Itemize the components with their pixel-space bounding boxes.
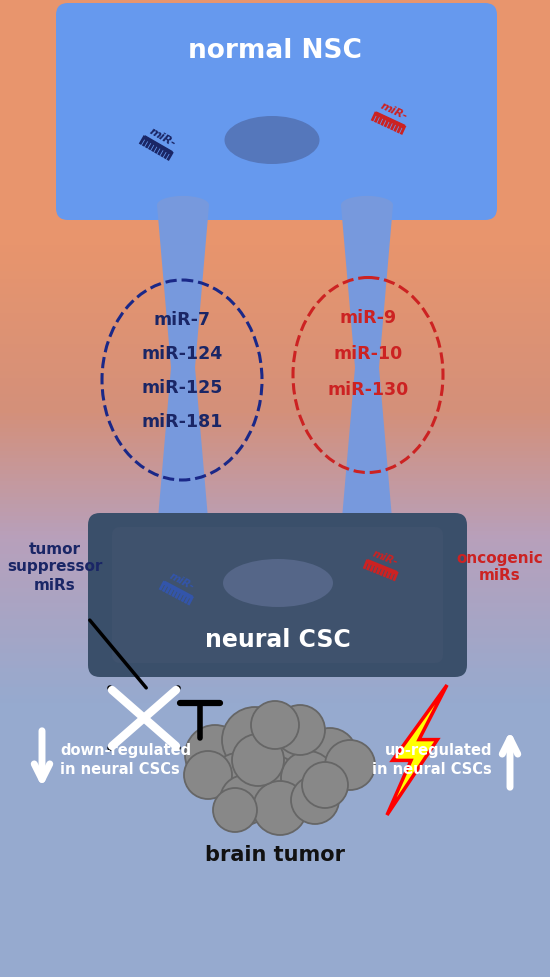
Circle shape xyxy=(220,775,270,825)
Ellipse shape xyxy=(355,361,379,373)
Ellipse shape xyxy=(224,116,320,164)
Text: miR-: miR- xyxy=(147,126,178,149)
Circle shape xyxy=(242,755,302,815)
Text: tumor
suppressor
miRs: tumor suppressor miRs xyxy=(7,541,103,592)
Circle shape xyxy=(232,734,284,786)
Ellipse shape xyxy=(157,521,209,539)
Text: miR-124: miR-124 xyxy=(141,345,223,363)
Text: up-regulated
in neural CSCs: up-regulated in neural CSCs xyxy=(372,743,492,777)
Text: miR-: miR- xyxy=(168,572,196,593)
Circle shape xyxy=(213,788,257,832)
Circle shape xyxy=(222,707,288,773)
Text: brain tumor: brain tumor xyxy=(205,845,345,865)
Ellipse shape xyxy=(223,559,333,607)
Text: miR-9: miR-9 xyxy=(339,309,397,327)
Ellipse shape xyxy=(171,361,195,373)
Circle shape xyxy=(211,753,265,807)
Text: miR-: miR- xyxy=(371,549,399,569)
Polygon shape xyxy=(341,367,393,530)
Polygon shape xyxy=(157,367,209,530)
Circle shape xyxy=(265,718,325,778)
Polygon shape xyxy=(387,685,447,815)
FancyBboxPatch shape xyxy=(112,527,443,663)
Text: oncogenic
miRs: oncogenic miRs xyxy=(456,550,543,583)
Circle shape xyxy=(275,705,325,755)
Text: neural CSC: neural CSC xyxy=(205,628,351,652)
Circle shape xyxy=(325,740,375,790)
Circle shape xyxy=(253,781,307,835)
Circle shape xyxy=(302,762,348,808)
Ellipse shape xyxy=(341,521,393,539)
Text: miR-10: miR-10 xyxy=(333,345,403,363)
Circle shape xyxy=(291,776,339,824)
Text: miR-130: miR-130 xyxy=(327,381,409,399)
Text: miR-181: miR-181 xyxy=(141,413,223,431)
Text: miR-7: miR-7 xyxy=(153,311,211,329)
Circle shape xyxy=(251,701,299,749)
FancyBboxPatch shape xyxy=(88,513,467,677)
Circle shape xyxy=(185,725,245,785)
Polygon shape xyxy=(341,205,393,367)
Ellipse shape xyxy=(341,196,393,214)
Text: miR-125: miR-125 xyxy=(141,379,223,397)
Ellipse shape xyxy=(157,196,209,214)
Circle shape xyxy=(281,751,335,805)
FancyBboxPatch shape xyxy=(56,3,497,220)
Circle shape xyxy=(184,751,232,799)
Polygon shape xyxy=(157,205,209,367)
Text: down-regulated
in neural CSCs: down-regulated in neural CSCs xyxy=(60,743,191,777)
Text: normal NSC: normal NSC xyxy=(188,38,362,64)
Circle shape xyxy=(303,728,357,782)
Text: miR-: miR- xyxy=(378,102,409,122)
